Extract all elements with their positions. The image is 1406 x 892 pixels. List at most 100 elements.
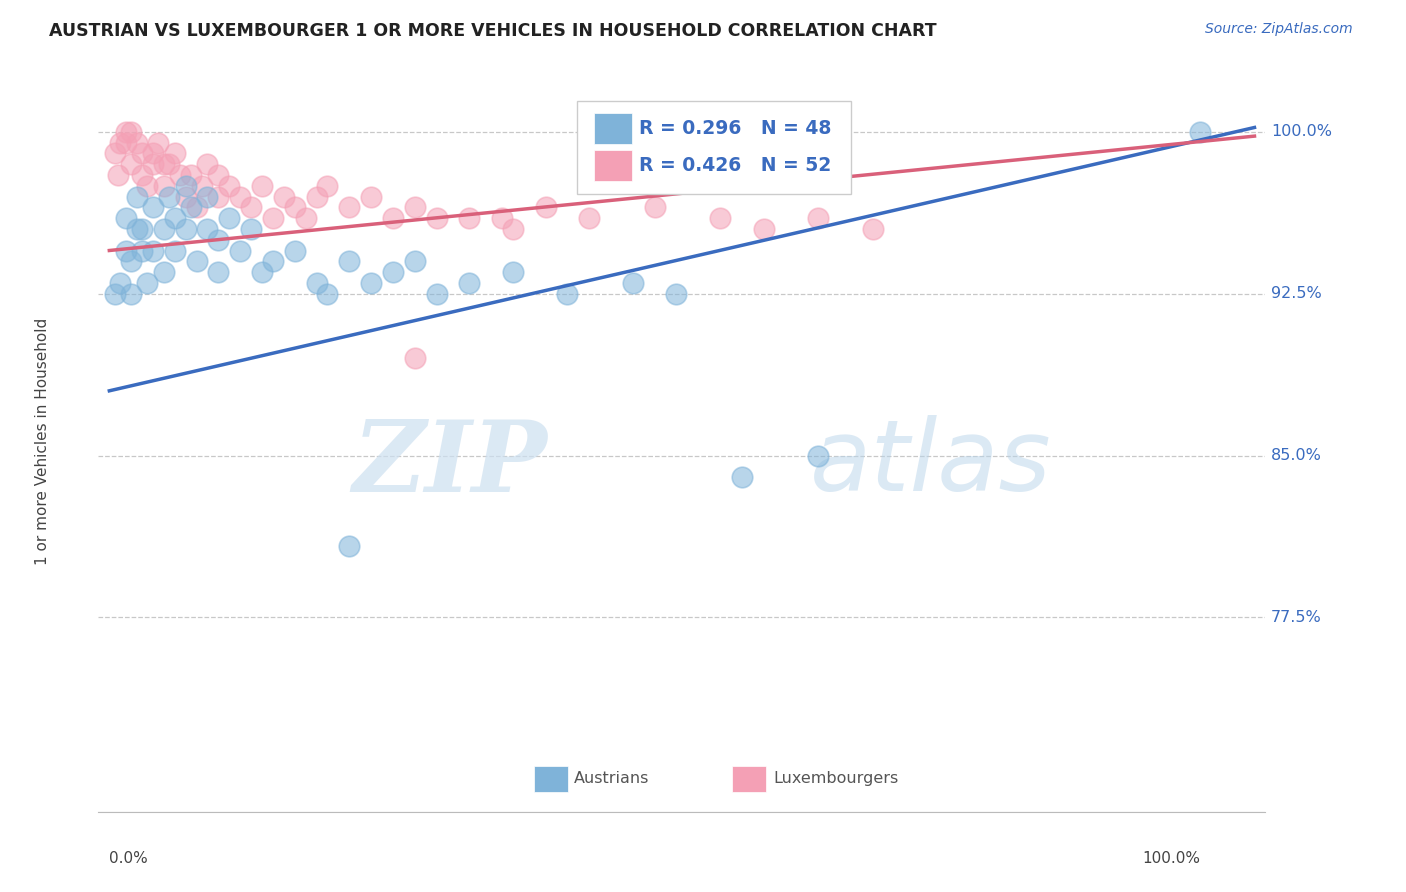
Point [337, 254, 360, 268]
Point [114, 244, 136, 258]
Point [153, 178, 176, 193]
Point [131, 168, 153, 182]
Point [425, 211, 447, 226]
Point [142, 146, 165, 161]
Point [207, 189, 229, 203]
Point [709, 211, 731, 226]
Point [557, 286, 579, 301]
Point [752, 222, 775, 236]
Text: 1 or more Vehicles in Household: 1 or more Vehicles in Household [35, 318, 49, 566]
Point [131, 244, 153, 258]
Text: 92.5%: 92.5% [1271, 286, 1322, 301]
FancyBboxPatch shape [595, 150, 631, 181]
Text: R = 0.426   N = 52: R = 0.426 N = 52 [638, 156, 831, 175]
Point [110, 136, 132, 150]
Point [621, 276, 644, 290]
Text: 85.0%: 85.0% [1271, 448, 1322, 463]
Point [229, 189, 252, 203]
Point [218, 178, 240, 193]
Point [153, 222, 176, 236]
Point [665, 286, 688, 301]
Point [207, 265, 229, 279]
Text: AUSTRIAN VS LUXEMBOURGER 1 OR MORE VEHICLES IN HOUSEHOLD CORRELATION CHART: AUSTRIAN VS LUXEMBOURGER 1 OR MORE VEHIC… [49, 22, 936, 40]
Point [250, 265, 273, 279]
Point [163, 211, 186, 226]
Point [502, 222, 524, 236]
Point [169, 168, 191, 182]
Point [404, 200, 426, 214]
Point [157, 157, 180, 171]
Point [404, 351, 426, 366]
Point [731, 470, 754, 484]
Point [142, 157, 165, 171]
Point [191, 178, 214, 193]
Point [163, 244, 186, 258]
Point [163, 146, 186, 161]
Text: 100.0%: 100.0% [1142, 851, 1199, 865]
Point [120, 254, 142, 268]
Point [125, 222, 148, 236]
Point [197, 157, 219, 171]
Point [360, 276, 382, 290]
Point [120, 157, 142, 171]
Point [534, 200, 557, 214]
Text: 0.0%: 0.0% [110, 851, 148, 865]
Text: R = 0.296   N = 48: R = 0.296 N = 48 [638, 119, 831, 138]
Point [578, 211, 600, 226]
Point [131, 222, 153, 236]
Point [360, 189, 382, 203]
Point [114, 211, 136, 226]
Point [197, 189, 219, 203]
Point [425, 286, 447, 301]
Point [114, 136, 136, 150]
Point [262, 211, 284, 226]
Point [207, 233, 229, 247]
Point [107, 168, 129, 182]
Point [240, 200, 263, 214]
Point [250, 178, 273, 193]
Point [458, 276, 481, 290]
FancyBboxPatch shape [733, 766, 766, 792]
Point [142, 200, 165, 214]
Point [120, 125, 142, 139]
FancyBboxPatch shape [595, 112, 631, 144]
Point [153, 265, 176, 279]
Point [174, 189, 197, 203]
Point [240, 222, 263, 236]
Point [1188, 125, 1211, 139]
Point [136, 178, 159, 193]
Text: ZIP: ZIP [353, 416, 548, 512]
Point [131, 146, 153, 161]
Point [404, 254, 426, 268]
Point [644, 200, 666, 214]
Point [157, 189, 180, 203]
Text: 100.0%: 100.0% [1271, 124, 1331, 139]
Point [862, 222, 884, 236]
Point [186, 200, 208, 214]
Point [142, 244, 165, 258]
Point [807, 449, 830, 463]
Point [186, 254, 208, 268]
Point [153, 157, 176, 171]
Point [491, 211, 513, 226]
Point [262, 254, 284, 268]
Point [381, 211, 404, 226]
Point [120, 286, 142, 301]
Point [284, 244, 307, 258]
Point [197, 222, 219, 236]
Point [458, 211, 481, 226]
FancyBboxPatch shape [534, 766, 568, 792]
FancyBboxPatch shape [576, 101, 851, 194]
Point [229, 244, 252, 258]
Point [180, 200, 202, 214]
Point [104, 286, 127, 301]
Point [180, 168, 202, 182]
Point [104, 146, 127, 161]
Point [502, 265, 524, 279]
Point [125, 189, 148, 203]
Point [136, 276, 159, 290]
Text: Luxembourgers: Luxembourgers [773, 771, 898, 786]
Point [284, 200, 307, 214]
Text: atlas: atlas [810, 416, 1052, 512]
Point [381, 265, 404, 279]
